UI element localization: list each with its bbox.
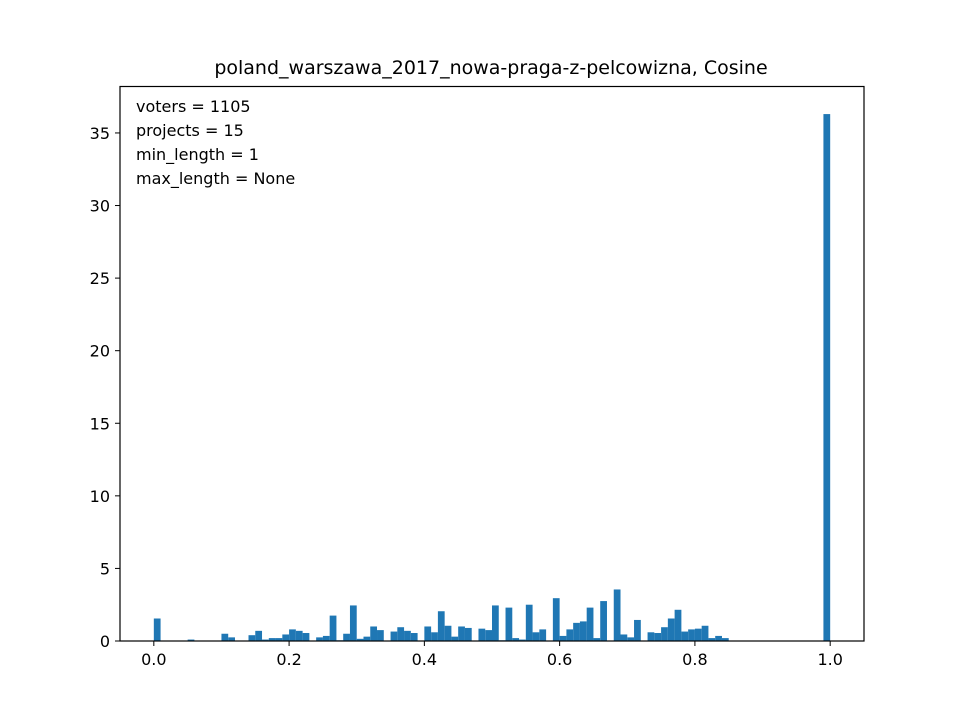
histogram-bar bbox=[492, 605, 499, 641]
histogram-bar bbox=[228, 637, 235, 641]
histogram-bar bbox=[600, 601, 607, 641]
annotation-line: voters = 1105 bbox=[136, 97, 251, 116]
annotation-line: max_length = None bbox=[136, 169, 295, 189]
histogram-bar bbox=[377, 630, 384, 641]
annotation-line: min_length = 1 bbox=[136, 145, 259, 165]
histogram-bar bbox=[329, 615, 337, 641]
histogram-bar bbox=[187, 639, 195, 641]
bars-group bbox=[153, 114, 831, 641]
y-tick-label: 10 bbox=[90, 487, 110, 506]
histogram-bar bbox=[532, 632, 540, 641]
histogram-bar bbox=[289, 629, 296, 641]
histogram-bar bbox=[627, 637, 635, 641]
histogram-bar bbox=[397, 627, 405, 641]
histogram-bar bbox=[255, 630, 263, 641]
histogram-bar bbox=[721, 638, 729, 641]
histogram-bar bbox=[688, 629, 695, 641]
histogram-bar bbox=[579, 621, 587, 641]
histogram-bar bbox=[221, 633, 229, 641]
y-tick-label: 0 bbox=[100, 632, 110, 651]
histogram-bar bbox=[552, 598, 560, 641]
histogram-bar bbox=[634, 619, 641, 641]
stats-annotation: voters = 1105 projects = 15 min_length = 1… bbox=[136, 97, 295, 189]
histogram-bar bbox=[593, 638, 601, 641]
histogram-bar bbox=[613, 589, 621, 641]
histogram-bar bbox=[316, 637, 323, 641]
x-tick-label: 0.4 bbox=[412, 650, 437, 669]
histogram-bar bbox=[505, 607, 513, 641]
histogram-bar bbox=[478, 628, 486, 641]
x-tick-label: 0.6 bbox=[547, 650, 572, 669]
histogram-bar bbox=[654, 633, 662, 641]
x-axis-ticks: 0.0 0.2 0.4 0.6 0.8 1.0 bbox=[141, 641, 843, 669]
y-tick-label: 15 bbox=[90, 414, 110, 433]
histogram-bar bbox=[674, 609, 682, 641]
histogram-bar bbox=[370, 626, 378, 641]
histogram-bar bbox=[559, 635, 567, 641]
y-tick-label: 35 bbox=[90, 124, 110, 143]
histogram-bar bbox=[153, 618, 161, 641]
chart-title: poland_warszawa_2017_nowa-praga-z-pelcow… bbox=[214, 57, 767, 79]
histogram-bar bbox=[451, 636, 459, 641]
histogram-bar bbox=[404, 630, 411, 641]
histogram-bar bbox=[823, 114, 831, 641]
histogram-bar bbox=[363, 636, 371, 641]
histogram-bar bbox=[390, 631, 398, 641]
histogram-bar bbox=[343, 633, 350, 641]
histogram-bar bbox=[661, 627, 668, 641]
histogram-bar bbox=[485, 630, 492, 641]
histogram-bar bbox=[282, 634, 290, 641]
histogram-bar bbox=[431, 632, 438, 641]
histogram-bar bbox=[356, 638, 364, 641]
histogram-bar bbox=[694, 628, 702, 641]
histogram-bar bbox=[512, 638, 520, 641]
histogram-bar bbox=[322, 635, 330, 641]
histogram-bar bbox=[586, 607, 594, 641]
histogram-bar bbox=[647, 632, 655, 641]
histogram-bar bbox=[681, 631, 689, 641]
histogram-bar bbox=[539, 629, 547, 641]
y-tick-label: 5 bbox=[100, 559, 110, 578]
histogram-bar bbox=[444, 625, 452, 641]
histogram-bar bbox=[349, 605, 357, 641]
histogram-bar bbox=[573, 622, 580, 641]
y-tick-label: 20 bbox=[90, 342, 110, 361]
annotation-line: projects = 15 bbox=[136, 121, 244, 140]
histogram-bar bbox=[701, 625, 709, 641]
histogram-bar bbox=[566, 629, 574, 641]
histogram-bar bbox=[715, 635, 722, 641]
y-tick-label: 30 bbox=[90, 197, 110, 216]
histogram-bar bbox=[667, 618, 675, 641]
histogram-bar bbox=[424, 626, 432, 641]
x-tick-label: 1.0 bbox=[817, 650, 842, 669]
histogram-bar bbox=[262, 639, 269, 641]
x-tick-label: 0.0 bbox=[141, 650, 166, 669]
histogram-bar bbox=[248, 635, 256, 641]
y-axis-ticks: 0 5 10 15 20 25 30 35 bbox=[90, 124, 120, 651]
histogram-bar bbox=[437, 611, 445, 641]
x-tick-label: 0.2 bbox=[276, 650, 301, 669]
histogram-bar bbox=[458, 626, 465, 641]
histogram-bar bbox=[464, 627, 472, 641]
histogram-bar bbox=[708, 638, 716, 641]
histogram-bar bbox=[268, 638, 276, 641]
y-tick-label: 25 bbox=[90, 269, 110, 288]
histogram-bar bbox=[295, 630, 303, 641]
histogram-bar bbox=[410, 633, 418, 641]
histogram-bar bbox=[275, 638, 283, 641]
x-tick-label: 0.8 bbox=[682, 650, 707, 669]
histogram-bar bbox=[525, 604, 533, 641]
histogram-bar bbox=[302, 633, 310, 641]
plot-frame bbox=[119, 85, 865, 642]
histogram-bar bbox=[620, 634, 628, 641]
histogram-bar bbox=[519, 639, 526, 641]
